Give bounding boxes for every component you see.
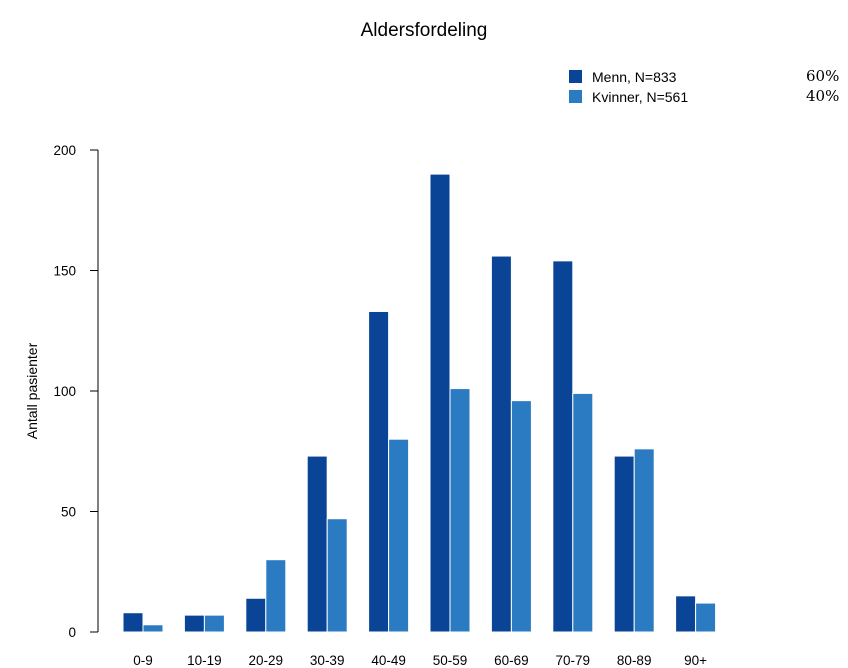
y-tick-label: 50 — [61, 505, 76, 520]
y-tick-label: 100 — [53, 384, 76, 399]
x-tick-label: 0-9 — [133, 653, 153, 668]
bar-menn-80-89 — [613, 455, 635, 633]
bar-kvinner-70-79 — [572, 392, 594, 633]
bar-menn-30-39 — [306, 455, 328, 633]
bar-menn-70-79 — [552, 260, 574, 633]
bar-kvinner-90+ — [695, 602, 717, 633]
bar-menn-20-29 — [245, 597, 267, 633]
chart-title: Aldersfordeling — [361, 20, 488, 41]
bar-menn-0-9 — [122, 612, 144, 633]
bar-kvinner-30-39 — [326, 518, 348, 633]
bar-kvinner-50-59 — [449, 388, 471, 633]
bar-kvinner-60-69 — [510, 400, 532, 633]
y-tick-label: 200 — [53, 143, 76, 158]
x-tick-label: 20-29 — [249, 653, 284, 668]
legend: Menn, N=833 60% Kvinner, N=561 40% — [569, 67, 839, 105]
x-axis-labels: 0-9 10-19 20-29 30-39 40-49 50-59 60-69 70-79 80… — [133, 653, 707, 668]
legend-label-women: Kvinner, N=561 — [592, 89, 688, 105]
bar-kvinner-0-9 — [142, 624, 164, 633]
bar-menn-40-49 — [368, 310, 390, 633]
bar-kvinner-80-89 — [633, 448, 655, 633]
x-tick-label: 90+ — [684, 653, 707, 668]
legend-swatch-women — [569, 90, 582, 103]
x-tick-label: 70-79 — [556, 653, 591, 668]
legend-swatch-men — [569, 70, 582, 83]
x-tick-label: 10-19 — [187, 653, 222, 668]
legend-share-men: 60% — [806, 67, 839, 85]
bar-kvinner-40-49 — [388, 438, 410, 633]
bar-menn-60-69 — [490, 255, 512, 633]
bar-menn-50-59 — [429, 173, 451, 633]
legend-label-men: Menn, N=833 — [592, 69, 677, 85]
legend-share-women: 40% — [806, 87, 839, 105]
y-axis-label: Antall pasienter — [24, 342, 40, 439]
bar-kvinner-10-19 — [203, 614, 225, 633]
x-tick-label: 50-59 — [433, 653, 468, 668]
bar-menn-10-19 — [183, 614, 205, 633]
x-tick-label: 40-49 — [371, 653, 406, 668]
x-tick-label: 60-69 — [494, 653, 529, 668]
bars — [122, 173, 717, 633]
bar-menn-90+ — [675, 595, 697, 633]
y-tick-label: 150 — [53, 264, 76, 279]
x-tick-label: 30-39 — [310, 653, 345, 668]
x-tick-label: 80-89 — [617, 653, 652, 668]
bar-kvinner-20-29 — [265, 559, 287, 633]
y-axis: 0 50 100 150 200 — [53, 143, 99, 640]
y-tick-label: 0 — [68, 625, 76, 640]
